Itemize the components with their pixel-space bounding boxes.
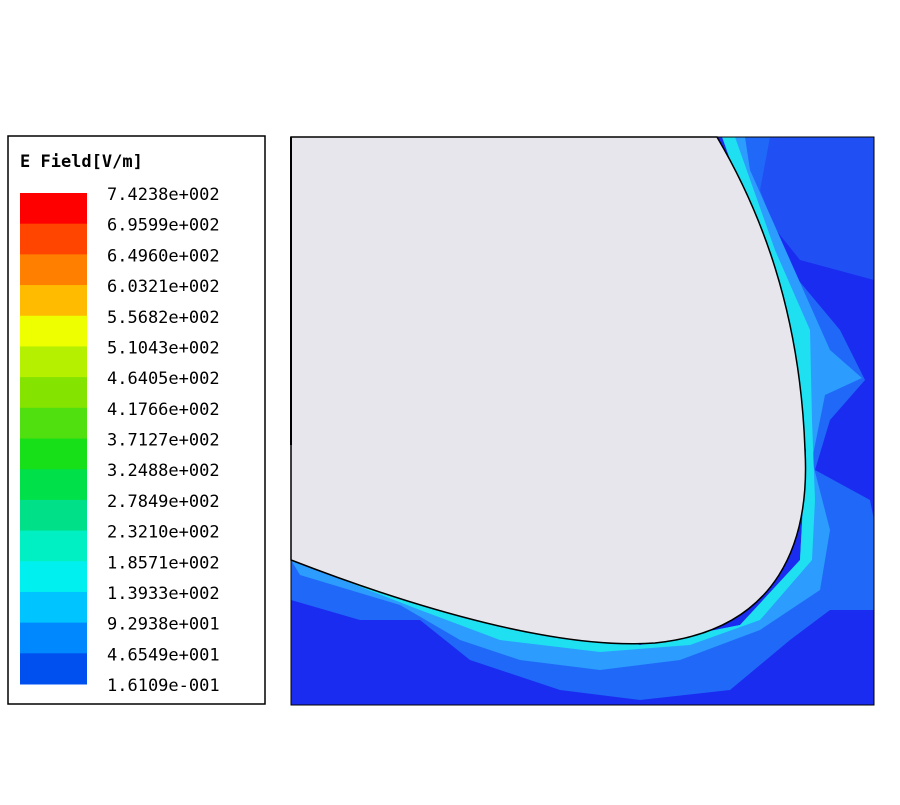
legend-label: 1.3933e+002 <box>107 584 220 604</box>
legend-label: 4.6549e+001 <box>107 645 220 665</box>
legend-color-band <box>20 407 87 439</box>
contour <box>745 137 874 280</box>
legend-label: 5.1043e+002 <box>107 338 220 358</box>
legend-title: E Field[V/m] <box>20 152 143 172</box>
legend-scale: 7.4238e+002 6.9599e+002 6.4960e+002 6.0321e… <box>20 185 220 696</box>
legend-label: 4.6405e+002 <box>107 369 220 389</box>
legend-color-band <box>20 591 87 624</box>
legend-color-band <box>20 377 87 409</box>
legend-label: 6.0321e+002 <box>107 277 220 297</box>
legend-label: 3.7127e+002 <box>107 431 220 451</box>
legend-color-band <box>20 315 87 347</box>
legend-label: 2.3210e+002 <box>107 523 220 543</box>
legend-color-band <box>20 223 87 255</box>
conductor-region <box>290 136 807 645</box>
legend-color-band <box>20 622 87 654</box>
legend-color-band <box>20 530 87 562</box>
legend-color-band <box>20 285 87 317</box>
legend-color-band <box>20 254 87 286</box>
field-plot <box>290 136 875 706</box>
legend-label: 9.2938e+001 <box>107 615 220 635</box>
legend-color-band <box>20 346 87 378</box>
legend-label: 6.9599e+002 <box>107 216 220 236</box>
legend-label: 4.1766e+002 <box>107 400 220 420</box>
legend-label: 3.2488e+002 <box>107 461 220 481</box>
legend-color-band <box>20 193 87 225</box>
legend-label: 1.8571e+002 <box>107 553 220 573</box>
plot-frame <box>290 136 875 706</box>
legend-color-band <box>20 653 87 685</box>
legend-label: 2.7849e+002 <box>107 492 220 512</box>
legend-color-band <box>20 561 87 593</box>
legend-color-band <box>20 438 87 470</box>
legend-label: 6.4960e+002 <box>107 246 220 266</box>
legend-color-band <box>20 469 87 501</box>
legend-label: 1.6109e-001 <box>107 676 220 696</box>
legend-color-band <box>20 499 87 532</box>
legend-label: 7.4238e+002 <box>107 185 220 205</box>
legend-label: 5.5682e+002 <box>107 308 220 328</box>
